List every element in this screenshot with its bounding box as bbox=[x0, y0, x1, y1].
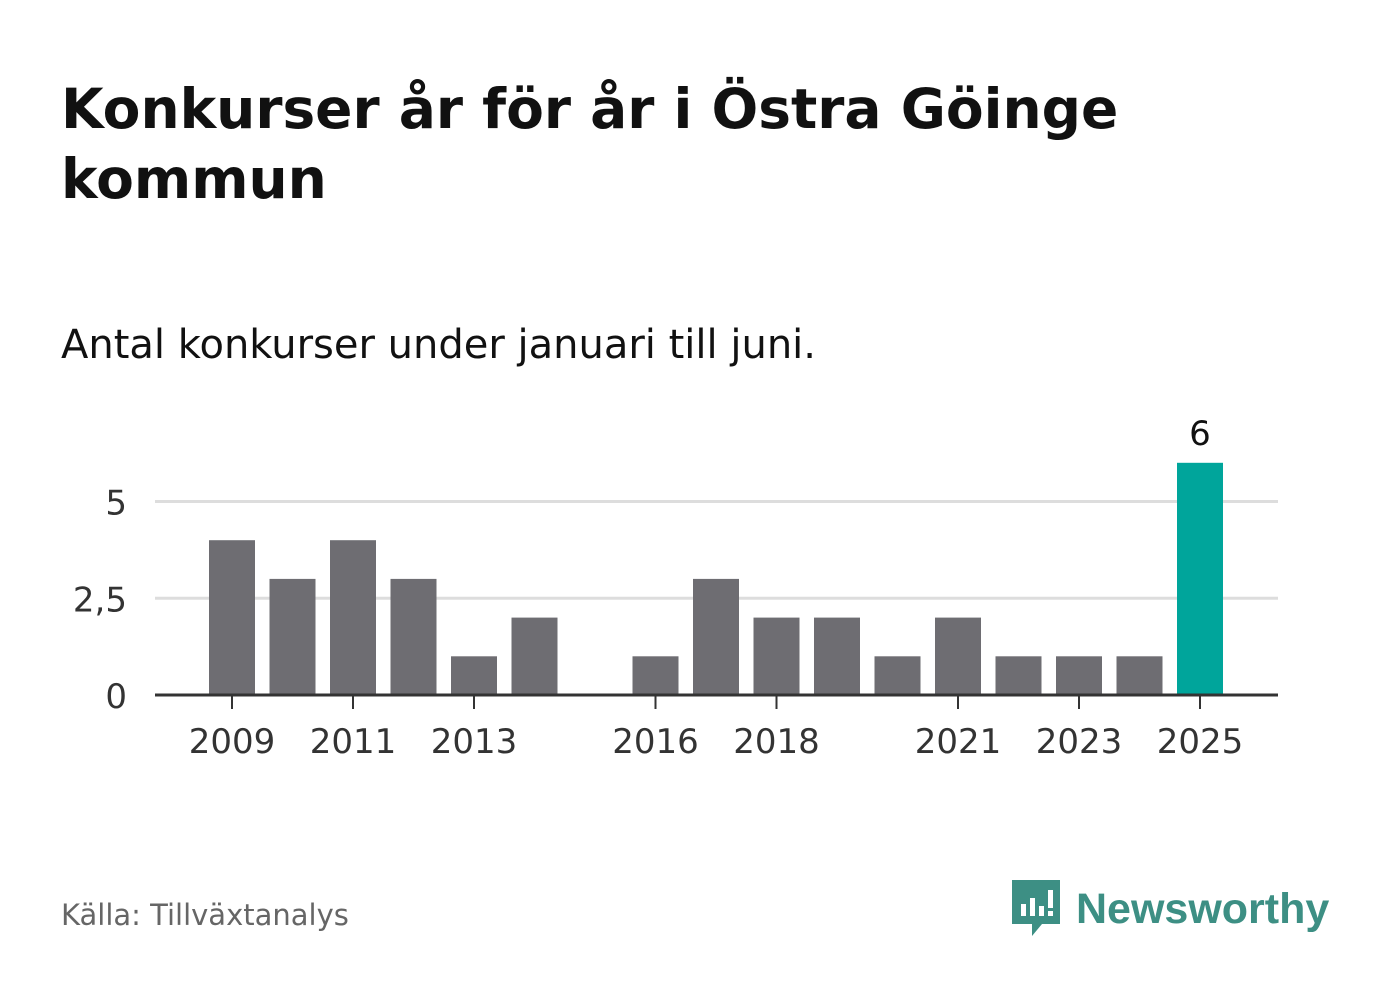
x-tick-label: 2023 bbox=[1036, 722, 1123, 762]
bar-2020 bbox=[874, 656, 921, 695]
bar-2025 bbox=[1177, 462, 1223, 695]
x-tick-label: 2025 bbox=[1157, 722, 1244, 762]
data-label-2025: 6 bbox=[1189, 414, 1211, 454]
bar-2012 bbox=[390, 578, 437, 695]
bar-2023 bbox=[1056, 656, 1102, 695]
bar-2022 bbox=[995, 656, 1042, 695]
bar-2024 bbox=[1116, 656, 1163, 695]
bar-2013 bbox=[451, 656, 497, 695]
y-tick-label: 0 bbox=[105, 677, 127, 717]
chart-subtitle: Antal konkurser under januari till juni. bbox=[61, 322, 816, 368]
x-tick-label: 2018 bbox=[733, 722, 820, 762]
y-tick-label: 5 bbox=[105, 484, 127, 524]
bar-2016 bbox=[632, 656, 679, 695]
x-tick-label: 2016 bbox=[612, 722, 699, 762]
bar-2009 bbox=[209, 540, 255, 695]
x-tick-label: 2009 bbox=[189, 722, 276, 762]
x-axis-ticks: 2009 2011 2013 2016 2018 2021 2023 2025 bbox=[189, 695, 1244, 762]
source-note: Källa: Tillväxtanalys bbox=[61, 898, 349, 932]
bar-chart: 02,55 2009 2011 2013 2016 2018 2021 2023 2025 6 bbox=[73, 414, 1278, 762]
x-tick-label: 2013 bbox=[431, 722, 518, 762]
newsworthy-logo-icon bbox=[1012, 880, 1060, 936]
bars bbox=[209, 462, 1223, 695]
x-tick-label: 2011 bbox=[310, 722, 397, 762]
brand-logo: Newsworthy bbox=[1010, 878, 1329, 940]
y-axis-ticks: 02,55 bbox=[73, 484, 127, 718]
x-tick-label: 2021 bbox=[915, 722, 1002, 762]
bar-2014 bbox=[511, 617, 558, 695]
bar-2010 bbox=[269, 578, 316, 695]
bar-2011 bbox=[330, 540, 376, 695]
bar-2019 bbox=[814, 617, 860, 695]
bar-2021 bbox=[935, 617, 981, 695]
data-labels: 6 bbox=[1189, 414, 1211, 454]
brand-name: Newsworthy bbox=[1076, 884, 1330, 933]
y-tick-label: 2,5 bbox=[73, 580, 127, 620]
bar-2018 bbox=[753, 617, 800, 695]
bar-2017 bbox=[693, 578, 739, 695]
chart-title: Konkurser år för år i Östra Göinge kommu… bbox=[61, 77, 1119, 211]
